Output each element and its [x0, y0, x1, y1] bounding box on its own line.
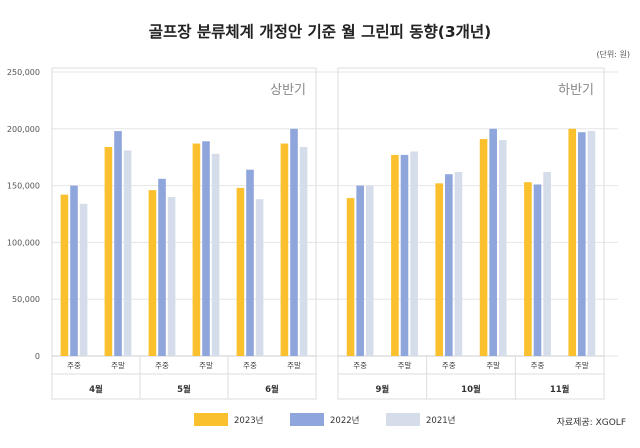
y-tick-label: 250,000: [7, 68, 40, 77]
source-label: 자료제공: XGOLF: [557, 417, 626, 428]
bar-2021년: [410, 151, 418, 356]
bar-2021년: [543, 171, 551, 356]
chart-panels: 상반기 4월 주중 주말 5월 주중 주말 6월 주중 주말 하반기 9월 주중 주말 10월 주중 주말 11월…: [51, 67, 605, 400]
bar-2023년: [60, 194, 69, 356]
category-label: 주말: [398, 361, 412, 370]
bar-2021년: [79, 203, 88, 356]
category-label: 주중: [442, 361, 456, 370]
panel-2: 하반기 9월 주중 주말 10월 주중 주말 11월 주중 주말: [337, 67, 605, 400]
bar-2021년: [123, 150, 132, 356]
category-label: 주중: [243, 361, 257, 370]
bar-2022년: [445, 174, 453, 356]
bar-2022년: [533, 184, 542, 356]
category-label: 주중: [155, 361, 169, 370]
panel-frame: [51, 67, 317, 400]
bar-2022년: [70, 185, 78, 356]
bar-2021년: [167, 196, 176, 356]
bar-2022년: [290, 128, 298, 356]
bar-2023년: [568, 128, 577, 356]
bar-2021년: [587, 131, 596, 356]
y-tick-label: 0: [35, 352, 40, 361]
bar-2021년: [211, 153, 220, 356]
bar-2023년: [391, 154, 399, 356]
y-tick-label: 200,000: [7, 125, 40, 134]
y-tick-label: 100,000: [7, 238, 40, 247]
bar-2023년: [192, 143, 201, 356]
category-label: 주말: [111, 361, 125, 370]
bar-2023년: [104, 146, 113, 356]
panel-label: 상반기: [270, 83, 306, 98]
legend: 2023년 2022년 2021년: [194, 413, 455, 426]
legend-label: 2022년: [330, 415, 359, 426]
panel-1: 상반기 4월 주중 주말 5월 주중 주말 6월 주중 주말: [51, 67, 317, 400]
bar-2023년: [524, 182, 532, 356]
bar-2022년: [578, 132, 586, 356]
legend-swatch: [386, 413, 420, 426]
bar-2023년: [280, 143, 289, 356]
category-label: 주중: [353, 361, 367, 370]
category-label: 주말: [199, 361, 213, 370]
panel-label: 하반기: [558, 83, 594, 98]
bar-2023년: [346, 198, 355, 356]
month-label: 4월: [89, 384, 103, 395]
bar-2022년: [202, 141, 210, 356]
legend-label: 2021년: [426, 415, 455, 426]
bar-2023년: [236, 187, 245, 356]
legend-label: 2023년: [234, 415, 263, 426]
bar-2022년: [356, 185, 364, 356]
panel-frame: [337, 67, 605, 400]
bar-2021년: [299, 146, 308, 356]
legend-swatch: [194, 413, 228, 426]
category-label: 주중: [531, 361, 545, 370]
bar-2022년: [246, 169, 254, 356]
y-tick-label: 50,000: [12, 295, 40, 304]
month-label: 11월: [550, 384, 570, 395]
bar-2023년: [148, 190, 157, 356]
bar-2021년: [255, 199, 264, 356]
bar-2023년: [435, 183, 444, 356]
bar-2022년: [489, 128, 497, 356]
bar-2021년: [365, 185, 374, 356]
category-label: 주말: [486, 361, 500, 370]
bar-2023년: [479, 139, 488, 356]
category-label: 주말: [287, 361, 301, 370]
category-label: 주말: [575, 361, 589, 370]
month-label: 9월: [375, 384, 389, 395]
category-label: 주중: [67, 361, 81, 370]
bar-2021년: [498, 140, 507, 356]
month-label: 10월: [461, 384, 481, 395]
bar-2022년: [158, 178, 166, 356]
unit-label: (단위: 원): [596, 49, 630, 59]
chart-title: 골프장 분류체계 개정안 기준 월 그린피 동향(3개년): [149, 22, 492, 41]
bar-2022년: [400, 154, 409, 356]
y-tick-label: 150,000: [7, 182, 40, 191]
month-label: 5월: [177, 384, 191, 395]
month-label: 6월: [265, 384, 279, 395]
bar-2021년: [454, 171, 463, 356]
bar-2022년: [114, 131, 122, 356]
legend-swatch: [290, 413, 324, 426]
